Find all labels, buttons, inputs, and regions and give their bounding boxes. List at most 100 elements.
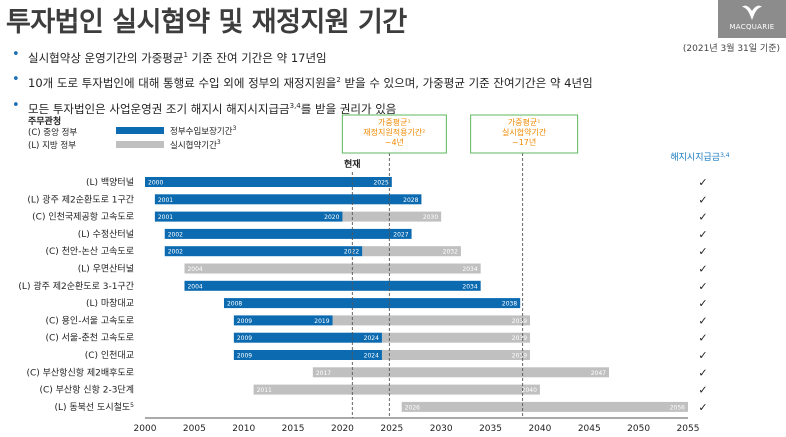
termination-check-icon: ✓	[698, 263, 707, 276]
bullet-item: 모든 투자법인은 사업운영권 조기 해지시 해지시지급금3,4를 받을 권리가 …	[12, 95, 593, 120]
x-tick-label: 2010	[232, 424, 255, 434]
row-label: (L) 백양터널	[86, 177, 134, 188]
bullet-item: 실시협약상 운영기간의 가중평균1 기준 잔여 기간은 약 17년임	[12, 44, 593, 69]
bar-end-label: 2025	[374, 180, 389, 187]
legend-heading: 주무관청	[28, 117, 62, 127]
bar-end-label: 2024	[364, 335, 379, 342]
bar-start-label: 2001	[158, 214, 173, 221]
row-label: (C) 인천대교	[85, 350, 134, 361]
termination-check-icon: ✓	[698, 228, 707, 241]
bar-end-label: 2034	[462, 283, 477, 290]
as-of-date: (2021년 3월 31일 기준)	[682, 44, 780, 54]
legend-swatch-concession	[116, 141, 164, 148]
bar-start-label: 2002	[168, 249, 183, 256]
bar-end-label: 2022	[344, 249, 359, 256]
legend-label-revenue-guarantee: 정부수입보장기간3	[170, 125, 237, 137]
x-tick-label: 2005	[183, 424, 206, 434]
bar-end-label: 2056	[670, 404, 685, 411]
concession-bar	[342, 211, 442, 222]
bar-start-label: 2004	[187, 266, 202, 273]
bar-end-label: 2034	[462, 266, 477, 273]
termination-check-icon: ✓	[698, 176, 707, 189]
x-tick-label: 2015	[282, 424, 305, 434]
bar-end-label: 2038	[502, 301, 517, 308]
bar-start-label: 2011	[257, 387, 272, 394]
termination-check-icon: ✓	[698, 245, 707, 258]
concession-bar	[332, 315, 531, 326]
termination-check-icon: ✓	[698, 280, 707, 293]
revenue-guarantee-bar	[154, 194, 422, 205]
legend-label-concession: 실시협약기간3	[170, 139, 221, 151]
bullet-item: 10개 도로 투자법인에 대해 통행료 수입 외에 정부의 재정지원을2 받을 …	[12, 69, 593, 94]
bar-end-label: 2047	[591, 370, 606, 377]
row-label: (C) 인천국제공항 고속도로	[32, 212, 134, 223]
row-label: (L) 우면산터널	[78, 264, 134, 275]
bar-start-label: 2026	[405, 404, 420, 411]
revenue-guarantee-bar	[164, 246, 363, 257]
callout-text: ~17년	[512, 137, 536, 147]
revenue-guarantee-bar	[233, 350, 382, 360]
row-label: (C) 용인-서울 고속도로	[45, 315, 134, 326]
bar-start-label: 2001	[158, 197, 173, 204]
bar-start-label: 2000	[148, 180, 163, 187]
summary-bullets: 실시협약상 운영기간의 가중평균1 기준 잔여 기간은 약 17년임 10개 도…	[12, 44, 593, 120]
bar-end-label: 2024	[364, 353, 379, 360]
bar-end-label: 2039	[512, 353, 527, 360]
legend-swatch-revenue-guarantee	[116, 127, 164, 134]
bar-end-label: 2039	[512, 318, 527, 325]
bar-start-label: 2004	[187, 283, 202, 290]
macquarie-logo: MACQUARIE	[718, 0, 786, 38]
termination-check-icon: ✓	[698, 314, 707, 327]
termination-check-icon: ✓	[698, 366, 707, 379]
callout-text: 실시협약기간	[502, 127, 547, 137]
concession-bar	[253, 384, 540, 395]
termination-check-icon: ✓	[698, 297, 707, 310]
bar-start-label: 2017	[316, 370, 331, 377]
callout-text: 가중평균¹	[378, 117, 411, 127]
callout-text: 가중평균¹	[508, 117, 541, 127]
bar-start-label: 2002	[168, 231, 183, 238]
callout-text: 재정지원적용기간²	[363, 127, 425, 137]
bar-end-label: 2019	[314, 318, 329, 325]
x-tick-label: 2040	[528, 424, 551, 434]
row-label: (L) 광주 제2순환도로 1구간	[27, 193, 134, 205]
revenue-guarantee-bar	[154, 211, 343, 222]
termination-check-icon: ✓	[698, 349, 707, 362]
callout-box	[341, 114, 447, 154]
x-tick-label: 2055	[677, 424, 700, 434]
row-label: (C) 부산항신항 제2배후도로	[26, 367, 134, 378]
revenue-guarantee-bar	[145, 177, 392, 187]
revenue-guarantee-bar	[233, 332, 382, 343]
row-label: (L) 수정산터널	[78, 229, 134, 240]
termination-check-icon: ✓	[698, 384, 707, 397]
x-tick-label: 2045	[578, 424, 601, 434]
termination-check-icon: ✓	[698, 211, 707, 224]
legend-local: (L) 지방 정부	[28, 141, 77, 151]
termination-check-icon: ✓	[698, 332, 707, 345]
callout-text: ~4년	[385, 137, 404, 147]
concession-bar	[184, 263, 481, 274]
bar-end-label: 2030	[423, 214, 438, 221]
row-label: (L) 광주 제2순환도로 3-1구간	[18, 280, 134, 292]
now-marker-label: 현재	[344, 158, 361, 170]
bar-start-label: 2009	[237, 353, 252, 360]
callout-box	[470, 114, 579, 154]
bar-start-label: 2009	[237, 318, 252, 325]
row-label: (C) 부산항 신항 2-3단계	[39, 384, 134, 396]
legend-central: (C) 중앙 정부	[28, 128, 78, 138]
revenue-guarantee-bar	[164, 228, 412, 239]
termination-check-icon: ✓	[698, 193, 707, 206]
termination-header: 해지시지급금3,4	[670, 152, 729, 163]
bar-end-label: 2032	[443, 249, 458, 256]
x-tick-label: 2020	[331, 424, 354, 434]
x-tick-label: 2025	[380, 424, 403, 434]
row-label: (L) 마창대교	[86, 298, 134, 309]
x-tick-label: 2000	[134, 424, 157, 434]
bar-start-label: 2008	[227, 301, 242, 308]
bar-start-label: 2009	[237, 335, 252, 342]
bar-end-label: 2020	[324, 214, 339, 221]
concession-bar	[401, 401, 688, 412]
page-title: 투자법인 실시협약 및 재정지원 기간	[6, 7, 407, 38]
termination-check-icon: ✓	[698, 401, 707, 414]
